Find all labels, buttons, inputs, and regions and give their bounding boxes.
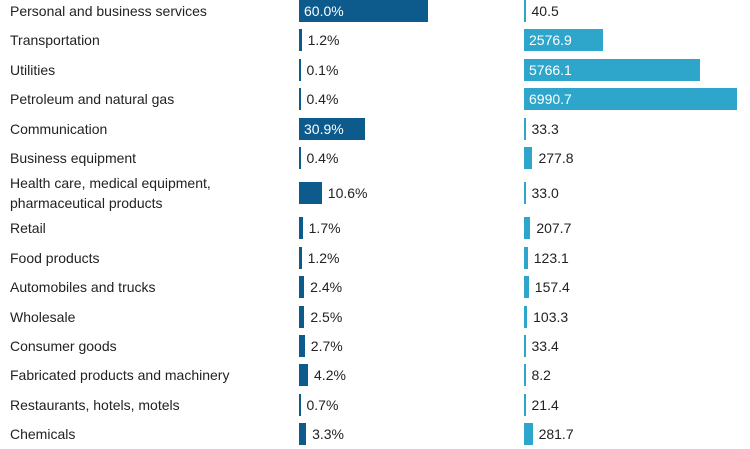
value-label: 0.4% [306, 149, 339, 166]
bar [524, 58, 700, 81]
category-label: Wholesale [10, 308, 76, 325]
bar [524, 246, 528, 269]
bar [299, 117, 366, 140]
bar [524, 182, 526, 205]
bar [299, 276, 305, 299]
value-label: 0.1% [306, 61, 339, 78]
value-label: 0.4% [306, 91, 339, 108]
row: Wholesale 2.5% 103.3 [0, 302, 750, 331]
row: Food products 1.2% 123.1 [0, 243, 750, 272]
value-label: 157.4 [534, 279, 570, 296]
row: Transportation 1.2% 2576.9 [0, 26, 750, 55]
category-label: Business equipment [10, 149, 137, 166]
row: Consumer goods 2.7% 33.4 [0, 331, 750, 360]
value-label: 30.9% [304, 120, 344, 137]
value-label: 2576.9 [529, 32, 572, 49]
bar [299, 0, 428, 22]
bar [299, 305, 305, 328]
bar [299, 58, 301, 81]
category-label: Automobiles and trucks [10, 279, 156, 296]
category-label: Personal and business services [10, 3, 207, 19]
bar [524, 88, 738, 111]
category-label: Food products [10, 249, 100, 266]
bar [299, 29, 302, 52]
bar [299, 146, 301, 169]
bar [299, 334, 305, 357]
bar [524, 276, 529, 299]
value-label: 40.5 [531, 3, 559, 19]
value-label: 123.1 [533, 249, 569, 266]
value-label: 60.0% [304, 3, 344, 19]
category-label: Health care, medical equipment, pharmace… [10, 175, 211, 212]
value-label: 10.6% [327, 185, 368, 202]
row: Chemicals 3.3% 281.7 [0, 419, 750, 448]
bar [524, 217, 531, 240]
value-label: 33.4 [531, 337, 559, 354]
value-label: 2.5% [310, 308, 343, 325]
value-label: 1.2% [307, 249, 340, 266]
bar [299, 393, 301, 416]
value-label: 21.4 [531, 396, 559, 413]
row: Personal and business services 60.0% 40.5 [0, 0, 750, 26]
value-label: 0.7% [306, 396, 339, 413]
value-label: 5766.1 [529, 61, 572, 78]
value-label: 281.7 [538, 426, 574, 443]
value-label: 3.3% [312, 426, 345, 443]
category-label: Chemicals [10, 426, 76, 443]
bar [524, 0, 526, 22]
value-label: 103.3 [533, 308, 569, 325]
value-label: 8.2 [531, 367, 551, 384]
bar [524, 305, 528, 328]
category-label: Retail [10, 220, 46, 237]
value-label: 277.8 [538, 149, 574, 166]
row: Fabricated products and machinery 4.2% 8.2 [0, 361, 750, 390]
bar [299, 364, 309, 387]
category-label: Transportation [10, 32, 100, 49]
bar [524, 117, 526, 140]
category-label: Utilities [10, 61, 56, 78]
category-label: Fabricated products and machinery [10, 367, 230, 384]
bar [524, 146, 533, 169]
bar [299, 182, 322, 205]
bar [299, 246, 302, 269]
row: Business equipment 0.4% 277.8 [0, 143, 750, 172]
row: Communication 30.9% 33.3 [0, 114, 750, 143]
row: Automobiles and trucks 2.4% 157.4 [0, 272, 750, 301]
row: Petroleum and natural gas 0.4% 6990.7 [0, 84, 750, 113]
category-label: Restaurants, hotels, motels [10, 396, 180, 413]
row: Restaurants, hotels, motels 0.7% 21.4 [0, 390, 750, 419]
bar [524, 334, 526, 357]
bar [524, 29, 603, 52]
value-label: 2.7% [310, 337, 343, 354]
value-label: 33.3 [531, 120, 559, 137]
row: Retail 1.7% 207.7 [0, 214, 750, 243]
value-label: 207.7 [536, 220, 572, 237]
bar [524, 423, 533, 446]
category-label: Communication [10, 120, 108, 137]
value-label: 4.2% [314, 367, 346, 384]
value-label: 6990.7 [529, 91, 572, 108]
value-label: 33.0 [531, 185, 559, 202]
bar [299, 423, 307, 446]
row: Health care, medical equipment, pharmace… [0, 173, 750, 214]
row: Utilities 0.1% 5766.1 [0, 55, 750, 84]
bar [524, 364, 526, 387]
value-label: 2.4% [310, 279, 343, 296]
page: Personal and business services 60.0% 40.5 T… [10, 0, 738, 446]
value-label: 1.2% [307, 32, 340, 49]
category-label: Petroleum and natural gas [10, 91, 175, 108]
value-label: 1.7% [308, 220, 341, 237]
bar [299, 217, 303, 240]
bar [299, 88, 301, 111]
category-label: Consumer goods [10, 337, 117, 354]
bar [524, 393, 526, 416]
